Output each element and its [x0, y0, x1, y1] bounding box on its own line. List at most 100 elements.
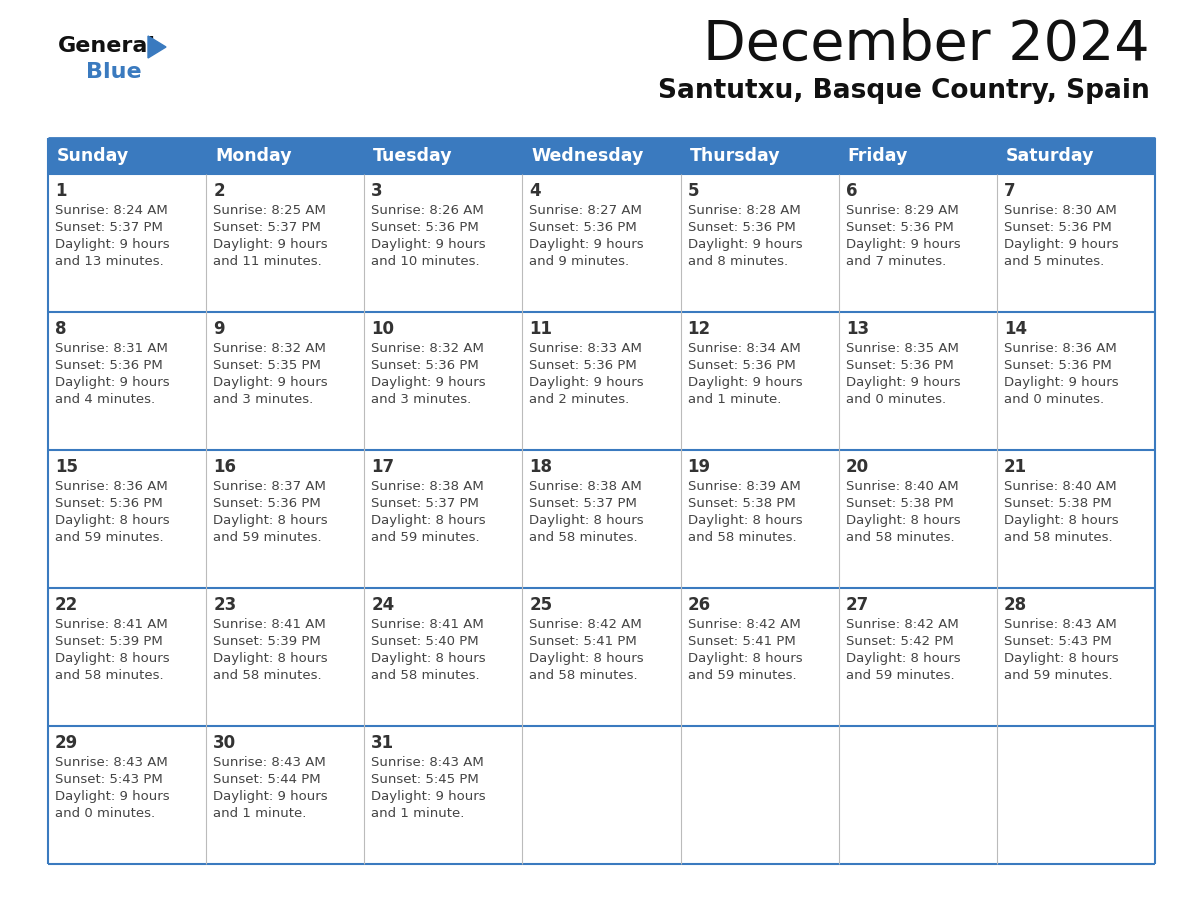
Text: Sunset: 5:36 PM: Sunset: 5:36 PM: [688, 221, 795, 234]
Bar: [681, 726, 839, 864]
Text: and 59 minutes.: and 59 minutes.: [1004, 669, 1112, 682]
Bar: [523, 138, 681, 174]
Text: Sunrise: 8:41 AM: Sunrise: 8:41 AM: [55, 618, 168, 631]
Text: Daylight: 8 hours: Daylight: 8 hours: [846, 514, 960, 527]
Bar: [681, 312, 839, 450]
Text: and 13 minutes.: and 13 minutes.: [55, 255, 164, 268]
Text: Daylight: 8 hours: Daylight: 8 hours: [530, 514, 644, 527]
Bar: [681, 174, 839, 312]
Text: and 0 minutes.: and 0 minutes.: [55, 807, 156, 820]
Text: Sunrise: 8:36 AM: Sunrise: 8:36 AM: [55, 480, 168, 493]
Bar: [997, 174, 1155, 312]
Text: 28: 28: [1004, 596, 1026, 614]
Text: Sunrise: 8:28 AM: Sunrise: 8:28 AM: [688, 204, 801, 217]
Text: 14: 14: [1004, 320, 1026, 338]
Text: Friday: Friday: [848, 147, 908, 165]
Text: Daylight: 8 hours: Daylight: 8 hours: [1004, 514, 1118, 527]
Text: 25: 25: [530, 596, 552, 614]
Bar: [523, 174, 681, 312]
Text: 2: 2: [213, 182, 225, 200]
Text: and 0 minutes.: and 0 minutes.: [846, 393, 946, 406]
Bar: [997, 588, 1155, 726]
Bar: [997, 726, 1155, 864]
Bar: [523, 726, 681, 864]
Text: Sunrise: 8:41 AM: Sunrise: 8:41 AM: [213, 618, 326, 631]
Bar: [48, 588, 207, 726]
Text: and 7 minutes.: and 7 minutes.: [846, 255, 946, 268]
Text: Daylight: 9 hours: Daylight: 9 hours: [55, 376, 170, 389]
Bar: [48, 138, 207, 174]
Bar: [365, 174, 523, 312]
Text: Sunrise: 8:43 AM: Sunrise: 8:43 AM: [213, 756, 326, 769]
Text: Sunset: 5:39 PM: Sunset: 5:39 PM: [213, 635, 321, 648]
Text: and 1 minute.: and 1 minute.: [372, 807, 465, 820]
Bar: [523, 312, 681, 450]
Text: Sunset: 5:37 PM: Sunset: 5:37 PM: [372, 497, 479, 510]
Text: 9: 9: [213, 320, 225, 338]
Text: Daylight: 9 hours: Daylight: 9 hours: [372, 376, 486, 389]
Bar: [365, 450, 523, 588]
Text: 31: 31: [372, 734, 394, 752]
Text: and 11 minutes.: and 11 minutes.: [213, 255, 322, 268]
Text: 18: 18: [530, 458, 552, 476]
Text: 1: 1: [55, 182, 67, 200]
Text: 15: 15: [55, 458, 78, 476]
Bar: [365, 312, 523, 450]
Bar: [523, 588, 681, 726]
Text: Sunset: 5:45 PM: Sunset: 5:45 PM: [372, 773, 479, 786]
Text: Sunset: 5:43 PM: Sunset: 5:43 PM: [55, 773, 163, 786]
Bar: [207, 312, 365, 450]
Text: 19: 19: [688, 458, 710, 476]
Text: Sunrise: 8:26 AM: Sunrise: 8:26 AM: [372, 204, 484, 217]
Bar: [997, 138, 1155, 174]
Text: 4: 4: [530, 182, 541, 200]
Bar: [839, 174, 997, 312]
Text: 26: 26: [688, 596, 710, 614]
Text: Sunrise: 8:27 AM: Sunrise: 8:27 AM: [530, 204, 643, 217]
Text: 6: 6: [846, 182, 858, 200]
Text: and 58 minutes.: and 58 minutes.: [688, 531, 796, 544]
Text: Sunset: 5:37 PM: Sunset: 5:37 PM: [213, 221, 321, 234]
Text: Sunset: 5:36 PM: Sunset: 5:36 PM: [846, 359, 954, 372]
Text: Daylight: 9 hours: Daylight: 9 hours: [55, 790, 170, 803]
Text: Sunrise: 8:34 AM: Sunrise: 8:34 AM: [688, 342, 801, 355]
Text: Sunrise: 8:38 AM: Sunrise: 8:38 AM: [530, 480, 643, 493]
Text: Sunset: 5:41 PM: Sunset: 5:41 PM: [688, 635, 795, 648]
Text: Sunset: 5:43 PM: Sunset: 5:43 PM: [1004, 635, 1112, 648]
Text: 22: 22: [55, 596, 78, 614]
Text: Daylight: 8 hours: Daylight: 8 hours: [55, 652, 170, 665]
Text: Daylight: 9 hours: Daylight: 9 hours: [530, 238, 644, 251]
Text: Sunset: 5:39 PM: Sunset: 5:39 PM: [55, 635, 163, 648]
Text: Daylight: 8 hours: Daylight: 8 hours: [688, 652, 802, 665]
Text: 16: 16: [213, 458, 236, 476]
Text: and 3 minutes.: and 3 minutes.: [213, 393, 314, 406]
Text: Daylight: 8 hours: Daylight: 8 hours: [213, 514, 328, 527]
Text: and 1 minute.: and 1 minute.: [213, 807, 307, 820]
Text: Daylight: 9 hours: Daylight: 9 hours: [372, 238, 486, 251]
Text: and 58 minutes.: and 58 minutes.: [55, 669, 164, 682]
Text: 12: 12: [688, 320, 710, 338]
Bar: [839, 726, 997, 864]
Bar: [48, 312, 207, 450]
Text: Sunrise: 8:31 AM: Sunrise: 8:31 AM: [55, 342, 168, 355]
Text: Sunrise: 8:36 AM: Sunrise: 8:36 AM: [1004, 342, 1117, 355]
Text: Sunset: 5:36 PM: Sunset: 5:36 PM: [530, 359, 637, 372]
Text: December 2024: December 2024: [703, 18, 1150, 72]
Text: and 58 minutes.: and 58 minutes.: [530, 669, 638, 682]
Text: and 58 minutes.: and 58 minutes.: [530, 531, 638, 544]
Text: Sunrise: 8:42 AM: Sunrise: 8:42 AM: [846, 618, 959, 631]
Text: Sunrise: 8:35 AM: Sunrise: 8:35 AM: [846, 342, 959, 355]
Text: Sunset: 5:36 PM: Sunset: 5:36 PM: [372, 359, 479, 372]
Text: Daylight: 9 hours: Daylight: 9 hours: [688, 238, 802, 251]
Bar: [997, 312, 1155, 450]
Text: Daylight: 8 hours: Daylight: 8 hours: [1004, 652, 1118, 665]
Text: Sunday: Sunday: [57, 147, 129, 165]
Text: 3: 3: [372, 182, 383, 200]
Text: Sunrise: 8:33 AM: Sunrise: 8:33 AM: [530, 342, 643, 355]
Text: and 2 minutes.: and 2 minutes.: [530, 393, 630, 406]
Text: and 3 minutes.: and 3 minutes.: [372, 393, 472, 406]
Text: and 59 minutes.: and 59 minutes.: [372, 531, 480, 544]
Bar: [681, 588, 839, 726]
Text: Sunset: 5:38 PM: Sunset: 5:38 PM: [688, 497, 795, 510]
Bar: [681, 138, 839, 174]
